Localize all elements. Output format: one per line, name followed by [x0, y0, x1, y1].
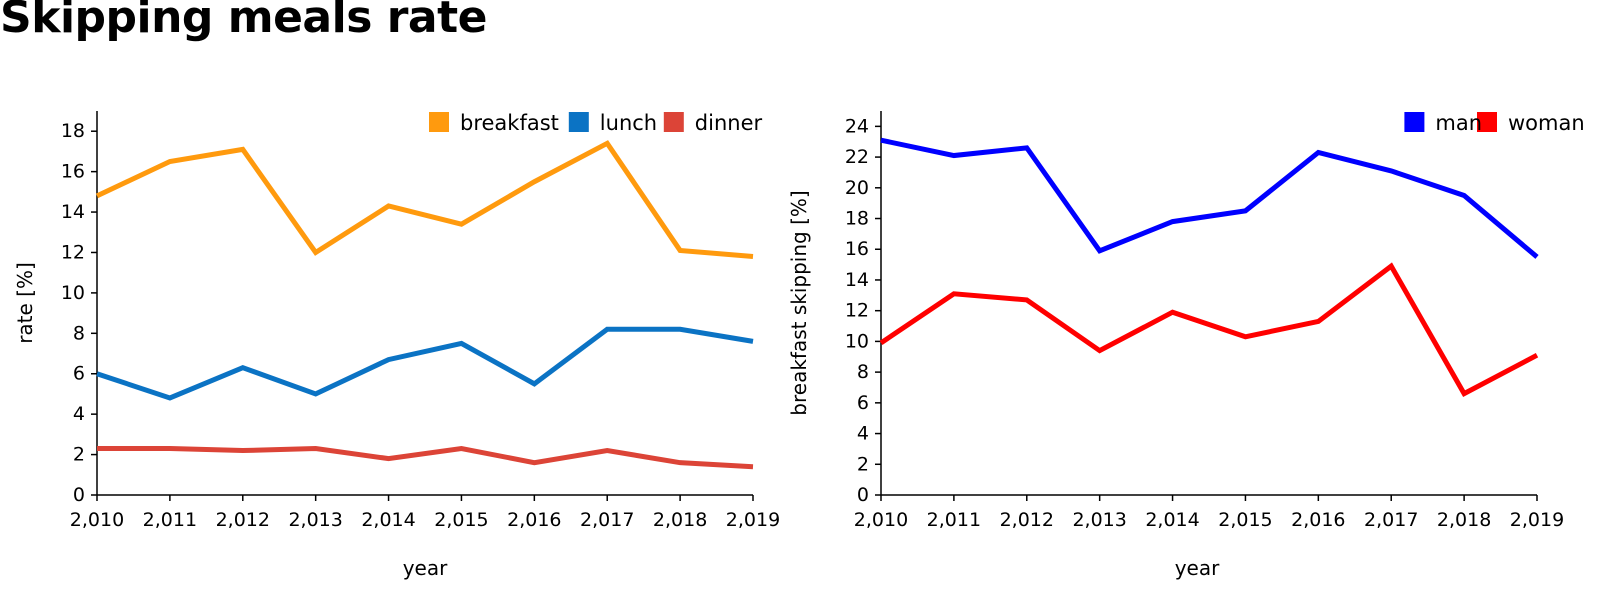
x-tick-label: 2,019: [1510, 509, 1564, 531]
y-tick-label: 4: [857, 423, 869, 445]
x-axis-title: year: [1175, 556, 1220, 580]
legend-label-man: man: [1435, 111, 1482, 135]
x-tick-label: 2,016: [507, 509, 561, 531]
y-tick-label: 18: [61, 120, 85, 142]
legend-swatch-breakfast: [429, 112, 449, 132]
legend-label-woman: woman: [1508, 111, 1585, 135]
x-tick-label: 2,012: [1000, 509, 1054, 531]
x-tick-label: 2,016: [1291, 509, 1345, 531]
y-tick-label: 8: [857, 361, 869, 383]
y-tick-label: 20: [845, 177, 869, 199]
y-tick-label: 0: [857, 484, 869, 506]
y-tick-label: 6: [857, 392, 869, 414]
y-axis-title: rate [%]: [13, 262, 37, 344]
x-tick-label: 2,012: [216, 509, 270, 531]
y-tick-label: 4: [73, 403, 85, 425]
y-tick-label: 8: [73, 322, 85, 344]
y-tick-label: 22: [845, 146, 869, 168]
legend-swatch-man: [1404, 112, 1425, 132]
y-tick-label: 14: [845, 269, 869, 291]
y-tick-label: 0: [73, 484, 85, 506]
x-tick-label: 2,011: [143, 509, 197, 531]
x-tick-label: 2,017: [580, 509, 634, 531]
y-tick-label: 12: [845, 300, 869, 322]
x-tick-label: 2,010: [854, 509, 908, 531]
x-tick-label: 2,013: [288, 509, 342, 531]
page-title: Skipping meals rate: [0, 0, 487, 43]
legend-label-dinner: dinner: [695, 111, 763, 135]
x-tick-label: 2,017: [1364, 509, 1418, 531]
y-tick-label: 10: [845, 330, 869, 352]
y-tick-label: 16: [61, 161, 85, 183]
y-tick-label: 16: [845, 238, 869, 260]
x-tick-label: 2,014: [1145, 509, 1199, 531]
legend-swatch-dinner: [663, 112, 684, 132]
x-tick-label: 2,013: [1072, 509, 1126, 531]
y-tick-label: 2: [73, 444, 85, 466]
y-tick-label: 10: [61, 282, 85, 304]
series-line-woman: [879, 262, 1539, 397]
x-tick-label: 2,019: [726, 509, 780, 531]
legend-swatch-lunch: [568, 112, 589, 132]
x-tick-label: 2,010: [70, 509, 124, 531]
series-line-lunch: [96, 326, 754, 401]
y-tick-label: 14: [61, 201, 85, 223]
legend-label-breakfast: breakfast: [460, 111, 559, 135]
y-tick-label: 2: [857, 453, 869, 475]
x-tick-label: 2,018: [1437, 509, 1491, 531]
series-line-dinner: [97, 445, 754, 470]
y-tick-label: 6: [73, 363, 85, 385]
x-tick-label: 2,015: [1218, 509, 1272, 531]
meals-rate-chart: 0 2 4 6 8 10 12 14 16 18 2,010 2,011 2,012 2,013 2,014…: [13, 111, 780, 580]
y-tick-label: 24: [845, 115, 869, 137]
x-tick-label: 2,011: [927, 509, 981, 531]
x-tick-label: 2,014: [361, 509, 415, 531]
x-axis-title: year: [403, 556, 448, 580]
y-tick-label: 18: [845, 208, 869, 230]
y-axis-title: breakfast skipping [%]: [787, 190, 811, 415]
series-line-breakfast: [95, 140, 754, 260]
legend-label-lunch: lunch: [600, 111, 657, 135]
x-tick-label: 2,015: [434, 509, 488, 531]
x-tick-label: 2,018: [653, 509, 707, 531]
y-tick-label: 12: [61, 241, 85, 263]
series-line-man: [880, 137, 1539, 259]
legend-swatch-woman: [1477, 112, 1497, 132]
